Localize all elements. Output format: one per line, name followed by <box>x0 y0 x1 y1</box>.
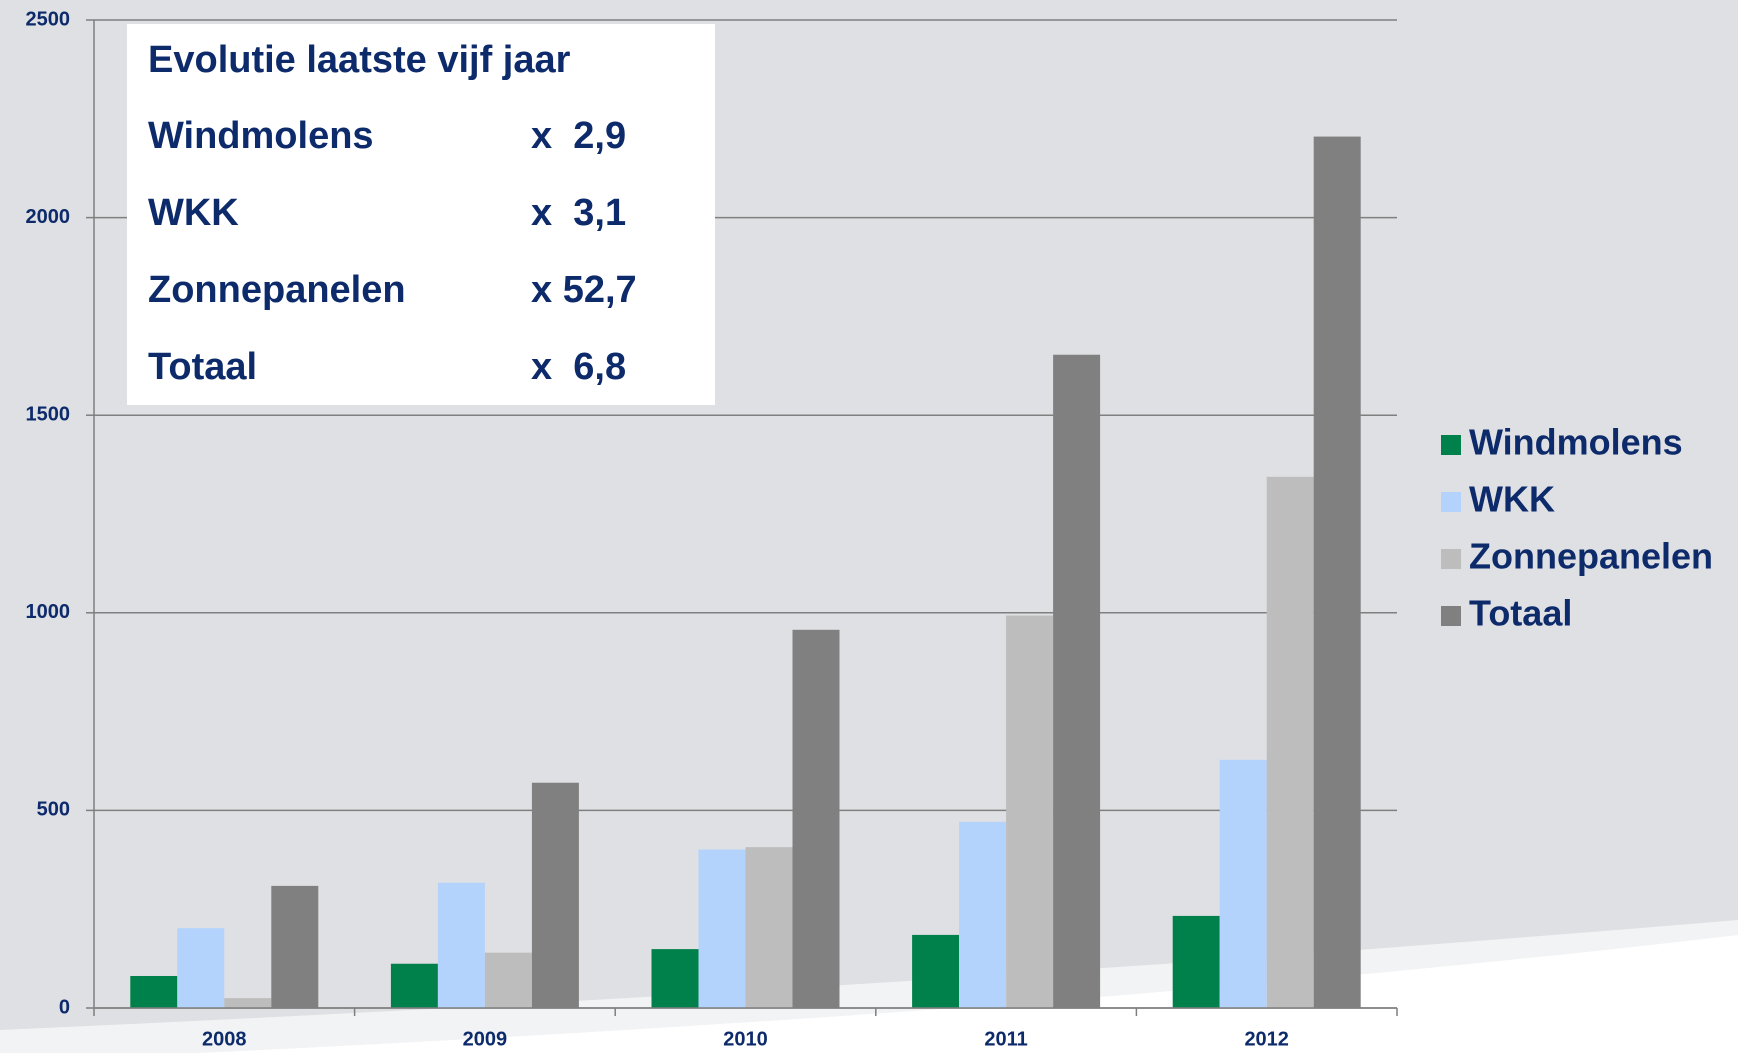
legend-swatch <box>1441 549 1461 569</box>
y-tick-label: 1500 <box>26 403 71 425</box>
bar <box>224 998 272 1008</box>
y-tick-label: 2500 <box>26 8 71 30</box>
bar <box>792 629 840 1008</box>
annotation-label: Zonnepanelen <box>148 269 406 311</box>
annotation-value: x 3,1 <box>531 192 626 234</box>
bar <box>130 975 178 1008</box>
legend-label: Zonnepanelen <box>1469 536 1713 577</box>
bar <box>1006 615 1054 1008</box>
y-tick-label: 2000 <box>26 206 71 228</box>
x-tick-label: 2009 <box>463 1028 508 1050</box>
bar <box>1313 136 1361 1009</box>
annotation-title: Evolutie laatste vijf jaar <box>148 39 571 81</box>
x-tick-label: 2008 <box>202 1028 247 1050</box>
bar <box>177 928 225 1008</box>
bar <box>1172 915 1220 1008</box>
bar <box>698 849 746 1008</box>
bar <box>437 882 485 1008</box>
x-tick-label: 2011 <box>984 1028 1027 1050</box>
bar <box>1266 476 1314 1008</box>
bar <box>912 934 960 1008</box>
plot: 0 500 1000 1500 2000 2500 2008 2009 2010 2011 2012… <box>26 8 1714 1050</box>
y-tick-label: 0 <box>59 996 70 1018</box>
annotation-box <box>127 24 715 405</box>
swoosh-inner <box>200 935 1738 1053</box>
legend-swatch <box>1441 492 1461 512</box>
x-tick-label: 2012 <box>1244 1028 1289 1050</box>
legend-label: Totaal <box>1469 593 1572 634</box>
bar <box>745 847 793 1008</box>
annotation-value: x 2,9 <box>531 115 626 157</box>
x-tick-label: 2010 <box>723 1028 768 1050</box>
bar <box>651 949 699 1008</box>
legend-label: Windmolens <box>1469 422 1683 463</box>
bar <box>484 952 532 1008</box>
bar <box>959 821 1007 1008</box>
legend-label: WKK <box>1469 479 1555 520</box>
annotation-value: x 52,7 <box>531 269 637 311</box>
legend-swatch <box>1441 606 1461 626</box>
annotation-label: WKK <box>148 192 239 234</box>
annotation-value: x 6,8 <box>531 346 626 388</box>
annotation-label: Windmolens <box>148 115 374 157</box>
y-tick-label: 500 <box>37 799 70 821</box>
y-tick-label: 1000 <box>26 601 71 623</box>
bar <box>390 963 438 1008</box>
annotation-label: Totaal <box>148 346 257 388</box>
bar <box>1219 759 1267 1008</box>
bar <box>1053 354 1101 1009</box>
bar <box>531 782 579 1008</box>
bar <box>271 885 319 1008</box>
legend-swatch <box>1441 435 1461 455</box>
